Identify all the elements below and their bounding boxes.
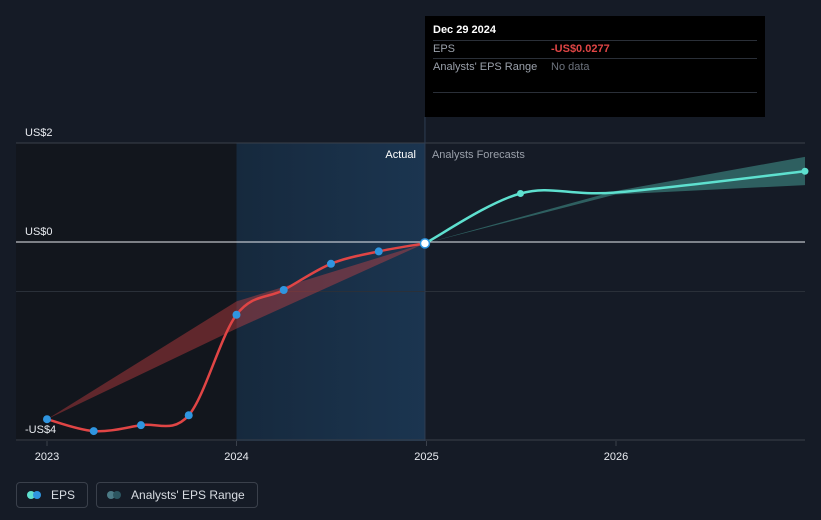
y-tick-label-2: -US$4 [25, 424, 56, 436]
tooltip-range-key: Analysts' EPS Range [433, 61, 538, 73]
forecast-label: Analysts Forecasts [432, 149, 525, 161]
legend-item-eps[interactable]: EPS [16, 482, 89, 508]
actual-label: Actual [385, 149, 416, 161]
y-tick-label-1: US$0 [25, 226, 53, 238]
tooltip-eps-key: EPS [433, 43, 456, 55]
range-swatch-dot-2 [113, 491, 122, 499]
range-band-1 [424, 156, 805, 244]
forecast-point-3 [801, 167, 809, 175]
tooltip: Dec 29 2024 EPS -US$0.0277 Analysts' EPS… [425, 16, 765, 117]
x-tick-label-0: 2023 [35, 451, 59, 463]
forecast-point-1 [516, 189, 524, 197]
range-swatch-icon [107, 491, 123, 499]
tooltip-row-range: Analysts' EPS Range No data [433, 58, 757, 76]
eps-point-8 [419, 238, 431, 249]
eps-point-0 [43, 415, 51, 424]
eps-point-5 [279, 286, 288, 295]
eps-swatch-icon [27, 491, 43, 499]
eps-swatch-dot-1 [27, 491, 35, 499]
x-tick-label-1: 2024 [224, 451, 248, 463]
x-tick-label-2: 2025 [414, 451, 438, 463]
range-swatch-dot-1 [107, 491, 116, 499]
tooltip-divider [433, 92, 757, 117]
eps-swatch-dot-2 [33, 491, 41, 499]
legend-range-label: Analysts' EPS Range [131, 488, 245, 502]
eps-point-4 [232, 310, 241, 319]
legend: EPS Analysts' EPS Range [16, 482, 258, 508]
y-tick-label-0: US$2 [25, 127, 53, 139]
x-tick-label-3: 2026 [604, 451, 628, 463]
legend-eps-label: EPS [51, 488, 76, 502]
tooltip-date: Dec 29 2024 [433, 24, 496, 36]
eps-point-1 [89, 427, 98, 436]
eps-point-7 [374, 247, 383, 256]
legend-item-range[interactable]: Analysts' EPS Range [96, 482, 258, 508]
eps-point-3 [184, 411, 193, 420]
eps-point-2 [136, 421, 145, 430]
tooltip-eps-value: -US$0.0277 [551, 43, 610, 55]
tooltip-range-value: No data [551, 61, 590, 73]
tooltip-row-eps: EPS -US$0.0277 [433, 40, 757, 58]
series-line-1 [424, 169, 806, 245]
eps-point-6 [326, 259, 335, 268]
